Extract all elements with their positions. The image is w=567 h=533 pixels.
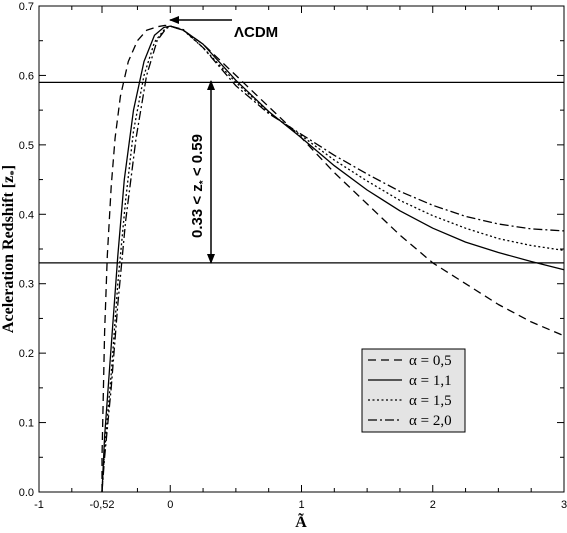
series-group bbox=[101, 24, 565, 493]
series-line bbox=[101, 24, 565, 492]
x-axis-title: Ã bbox=[295, 512, 307, 531]
legend-label: α = 2,0 bbox=[409, 413, 452, 429]
x-tick-label: 2 bbox=[430, 499, 436, 511]
series-line bbox=[101, 25, 565, 493]
y-axis-title: Aceleration Redshift [z*] bbox=[0, 165, 20, 333]
y-tick-label: 0.7 bbox=[19, 1, 34, 13]
legend-label: α = 1,5 bbox=[409, 393, 452, 409]
x-tick-label: 1 bbox=[298, 499, 304, 511]
series-line bbox=[101, 25, 565, 493]
y-tick-label: 0.1 bbox=[19, 418, 34, 430]
y-tick-label: 0.4 bbox=[19, 209, 34, 221]
lcdm-label: ΛCDM bbox=[234, 24, 278, 41]
axis-ticks bbox=[38, 5, 565, 493]
x-tick-label: 3 bbox=[561, 499, 567, 511]
tick-labels: -1 -0,52 0 1 2 3 0.0 0.1 0.2 0.3 0.4 0.5 0.6 0.7 bbox=[19, 1, 567, 511]
legend-label: α = 0,5 bbox=[409, 353, 452, 369]
x-tick-label: -0,52 bbox=[89, 499, 114, 511]
series-line bbox=[101, 25, 565, 493]
legend-box bbox=[361, 348, 466, 433]
y-tick-label: 0.6 bbox=[19, 70, 34, 82]
x-tick-label: 0 bbox=[167, 499, 173, 511]
range-label: 0.33 < z* < 0.59 bbox=[189, 134, 209, 238]
x-tick-label: -1 bbox=[34, 499, 44, 511]
y-tick-label: 0.5 bbox=[19, 140, 34, 152]
legend: α = 0,5 α = 1,1 α = 1,5 α = 2,0 bbox=[361, 348, 466, 433]
legend-label: α = 1,1 bbox=[409, 373, 452, 389]
y-tick-label: 0.2 bbox=[19, 348, 34, 360]
reference-lines bbox=[39, 81, 564, 264]
y-tick-label: 0.0 bbox=[19, 487, 34, 499]
y-tick-label: 0.3 bbox=[19, 279, 34, 291]
